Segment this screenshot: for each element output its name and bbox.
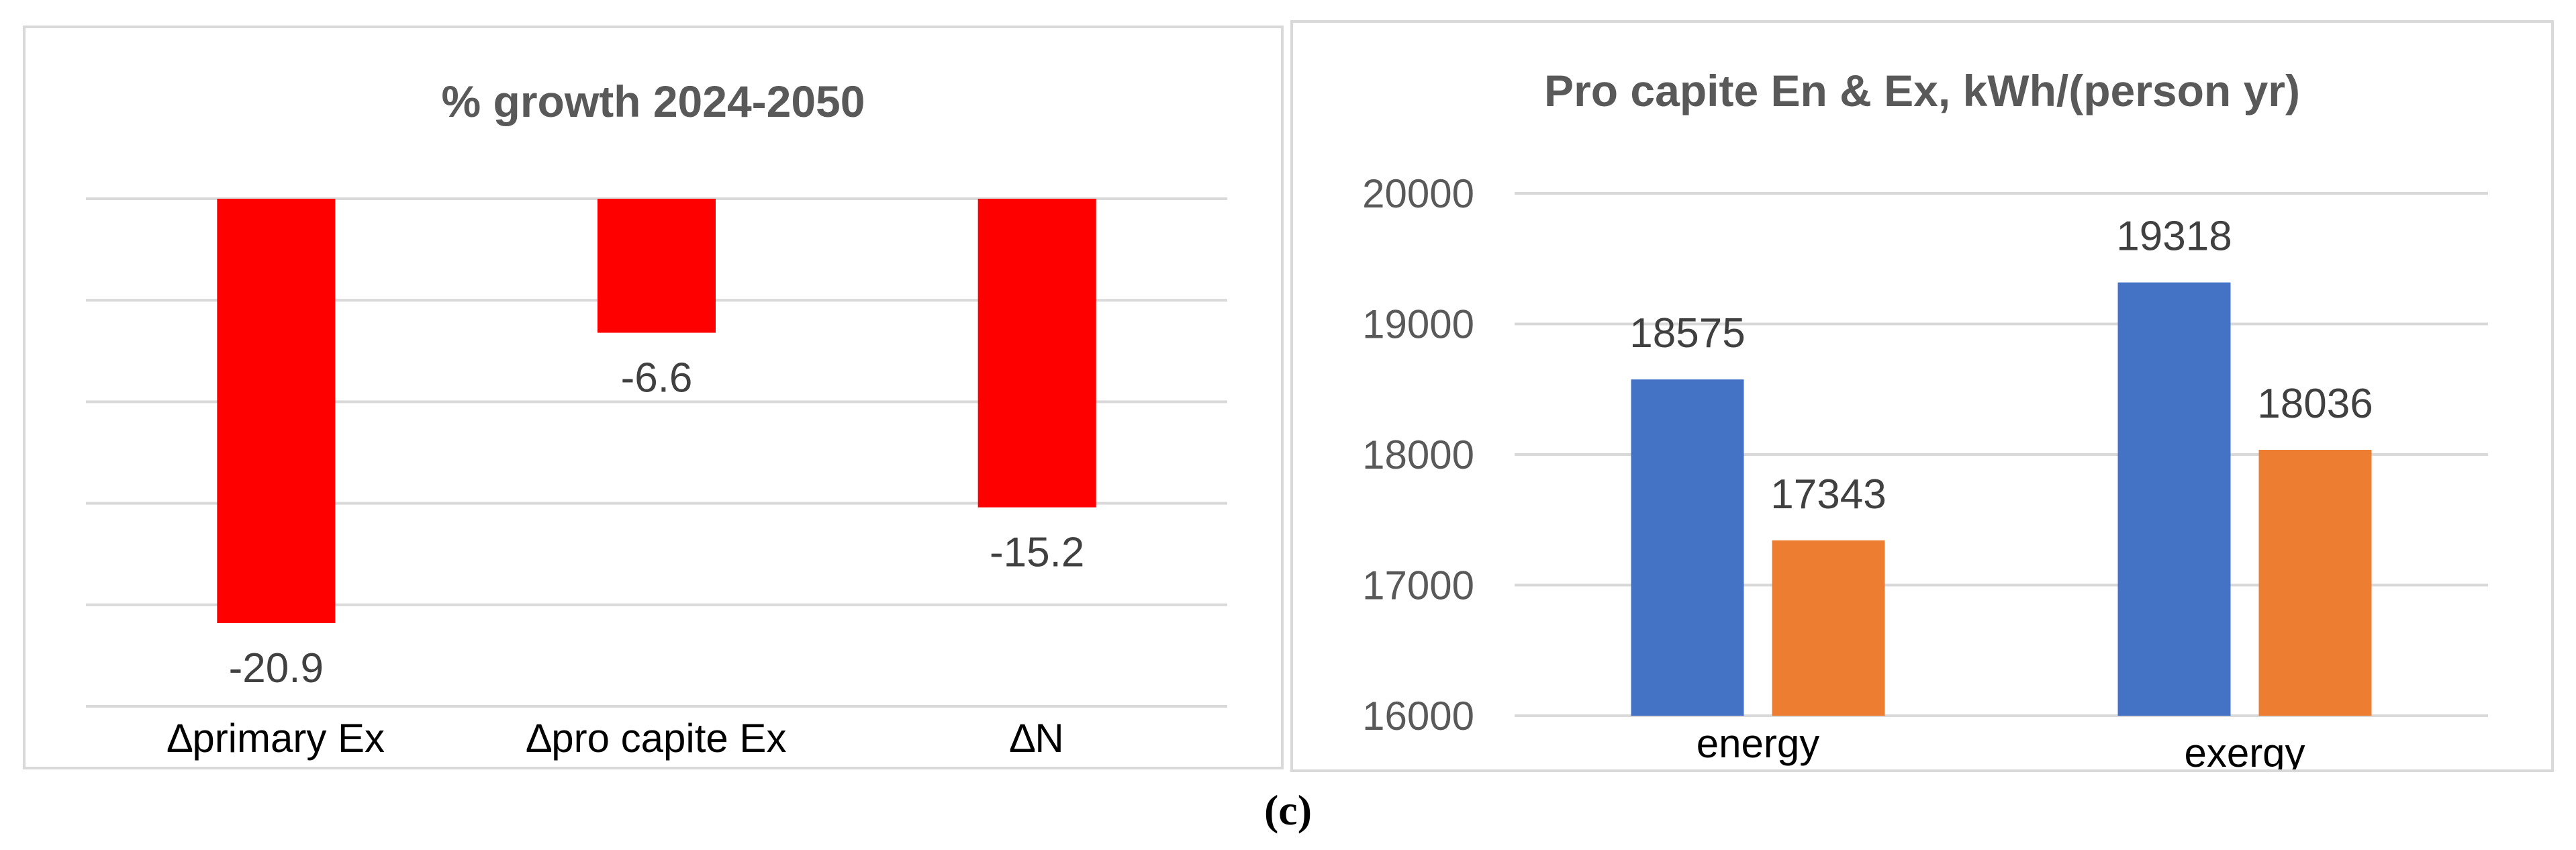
figure-caption: (c) [1263,786,1313,834]
bar [1772,540,1885,716]
y-tick-label: 16000 [1362,694,1474,739]
growth-chart: % growth 2024-2050 -20.9 ∆primary Ex -6.6 ∆p… [86,77,1227,761]
category-label: energy [1697,721,1819,766]
data-label: -20.9 [229,645,324,692]
category-label: ∆N [1010,716,1064,761]
data-label: -6.6 [621,355,693,402]
y-tick-label: 17000 [1362,563,1474,608]
chart-title: Pro capite En & Ex, kWh/(person yr) [1544,66,2300,115]
data-label: 18575 [1629,310,1745,357]
pro-capite-chart: Pro capite En & Ex, kWh/(person yr) 16000… [1362,66,2488,769]
bar [217,199,336,624]
data-label: 19318 [2116,214,2232,260]
chart-title: % growth 2024-2050 [442,77,865,126]
data-label: -15.2 [990,530,1084,576]
bar [1631,379,1744,716]
bar [598,199,716,333]
y-tick-label: 20000 [1362,171,1474,216]
bar [977,199,1096,508]
bar [2117,282,2231,716]
data-label: 17343 [1770,471,1886,518]
bar [2258,449,2372,716]
pro-capite-chart-panel: Pro capite En & Ex, kWh/(person yr) 16000… [1290,20,2554,772]
category-label: exergy [2184,730,2305,769]
data-label: 18036 [2257,381,2373,427]
category-label: ∆pro capite Ex [527,716,787,761]
category-label: ∆primary Ex [168,716,385,761]
y-tick-label: 18000 [1362,432,1474,477]
growth-chart-panel: % growth 2024-2050 -20.9 ∆primary Ex -6.6 ∆p… [23,26,1284,769]
y-tick-label: 19000 [1362,302,1474,347]
